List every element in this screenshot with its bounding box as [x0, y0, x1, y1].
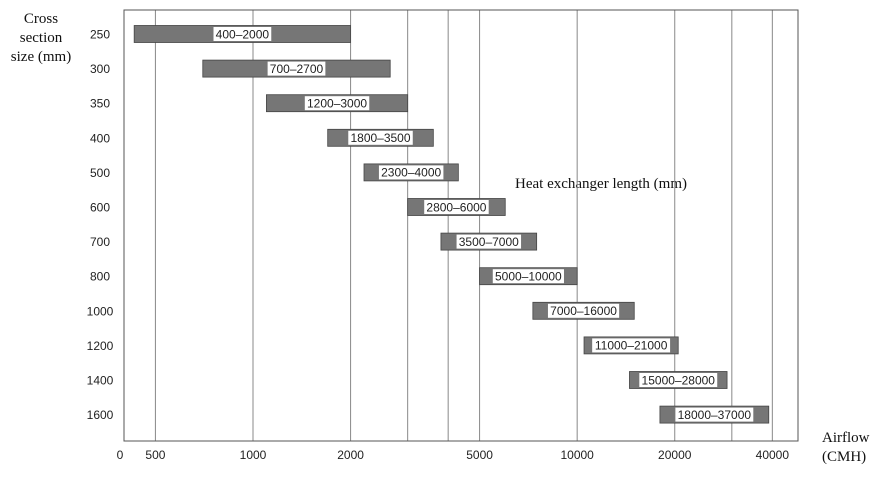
grid-layer: [154, 10, 773, 441]
length-label-box: [213, 27, 272, 41]
length-label-box: [492, 269, 564, 284]
length-label-box: [547, 303, 620, 318]
length-label: 2300–4000: [381, 166, 441, 180]
range-bar-1600: 18000–37000: [659, 405, 770, 424]
range-bar-300: 700–2700: [202, 59, 391, 78]
y-tick-label: 350: [90, 97, 110, 111]
length-label-box: [348, 130, 413, 145]
x-axis-title-line: Airflow: [822, 430, 870, 446]
length-label: 1200–3000: [307, 97, 367, 111]
length-label-box: [456, 234, 522, 249]
length-label-box: [639, 373, 718, 387]
x-tick-label: 20000: [658, 448, 692, 462]
range-bar-1000: 7000–16000: [532, 301, 635, 320]
range-bar-500: 2300–4000: [363, 163, 459, 182]
y-tick-label: 250: [90, 28, 110, 42]
length-label-box: [267, 61, 326, 76]
x-tick-label: 1000: [240, 448, 267, 462]
x-tick-label: 10000: [560, 448, 594, 462]
range-bar-700: 3500–7000: [440, 232, 538, 251]
range-bar-800: 5000–10000: [479, 267, 578, 286]
length-label: 7000–16000: [550, 304, 617, 318]
length-label: 3500–7000: [459, 235, 519, 249]
y-tick-label: 600: [90, 201, 110, 215]
range-bar-600: 2800–6000: [407, 198, 506, 216]
length-label: 400–2000: [216, 27, 270, 41]
range-bar-1200: 11000–21000: [583, 336, 679, 355]
y-tick-label: 800: [90, 270, 110, 284]
length-label: 1800–3500: [350, 131, 410, 145]
length-label: 5000–10000: [495, 270, 562, 284]
range-bar-350: 1200–3000: [266, 94, 409, 113]
y-axis-title-line: size (mm): [10, 49, 72, 65]
length-label: 2800–6000: [426, 200, 486, 214]
x-tick-label: 500: [145, 448, 165, 462]
y-tick-label: 400: [90, 131, 110, 145]
length-label-box: [378, 165, 444, 180]
length-label-box: [424, 200, 489, 214]
x-tick-label: 0: [117, 448, 124, 462]
length-label: 700–2700: [270, 62, 324, 76]
length-label-box: [592, 338, 671, 353]
y-tick-label: 300: [90, 62, 110, 76]
x-tick-labels: 0 500 1000 2000 5000 10000 20000 40000: [117, 448, 790, 462]
x-axis-title: Airflow (CMH): [822, 429, 870, 467]
range-bar-400: 1800–3500: [327, 128, 434, 147]
y-tick-label: 700: [90, 235, 110, 249]
y-tick-label: 1400: [87, 374, 114, 388]
x-tick-label: 5000: [466, 448, 493, 462]
length-label: 11000–21000: [595, 339, 668, 353]
range-bar-1400: 15000–28000: [629, 371, 728, 389]
y-tick-label: 1000: [87, 304, 114, 318]
y-axis-title-line: Cross: [23, 11, 59, 27]
y-tick-label: 1200: [87, 339, 114, 353]
length-label-box: [675, 407, 754, 422]
x-axis-title-line: (CMH): [822, 449, 867, 465]
x-tick-label: 2000: [337, 448, 364, 462]
length-label-box: [304, 96, 370, 111]
y-tick-label: 1600: [87, 408, 114, 422]
length-label: 18000–37000: [678, 408, 752, 422]
range-bar-250: 400–2000: [133, 25, 351, 43]
plot-frame: [123, 9, 799, 442]
y-axis-title-line: section: [19, 30, 63, 46]
y-tick-labels: 250 300 350 400 500 600 700 800 1000 1200 1400 1600: [87, 28, 114, 423]
y-tick-label: 500: [90, 166, 110, 180]
bars-layer: 400–2000 700–2700 1200–3000 1800–3500 2300–4…: [133, 25, 770, 424]
x-tick-label: 40000: [756, 448, 790, 462]
y-axis-title: Cross section size (mm): [6, 10, 76, 67]
chart-annotation: Heat exchanger length (mm): [515, 176, 688, 192]
length-label: 15000–28000: [642, 373, 716, 387]
